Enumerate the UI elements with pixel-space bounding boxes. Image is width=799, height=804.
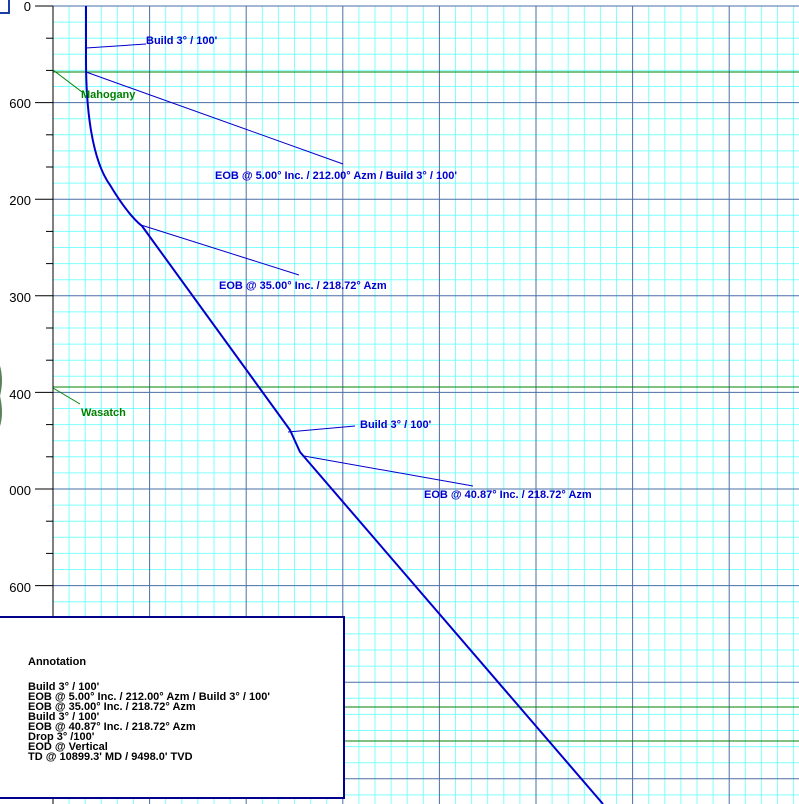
annotation-leaders xyxy=(85,43,474,487)
annotation-label: EOB @ 40.87° Inc. / 218.72° Azm xyxy=(424,489,592,501)
wellbore-trajectory xyxy=(85,6,604,804)
legend-item: TD @ 10899.3' MD / 9498.0' TVD xyxy=(28,751,193,763)
y-tick-label: 600 xyxy=(9,96,31,111)
logo-leaf-shape xyxy=(0,366,2,426)
major-grid xyxy=(53,5,799,804)
company-logo-fragment xyxy=(0,366,2,426)
y-tick-label: 300 xyxy=(9,290,31,305)
legend-item: Build 3° / 100' xyxy=(28,711,100,723)
legend-item: EOB @ 35.00° Inc. / 218.72° Azm xyxy=(28,701,196,713)
legend-item: EOB @ 40.87° Inc. / 218.72° Azm xyxy=(28,721,196,733)
corner-marker xyxy=(0,0,10,14)
legend-title: Annotation xyxy=(28,656,87,668)
annotation-label: Build 3° / 100' xyxy=(360,419,432,431)
formation-leaders xyxy=(52,69,83,405)
formation-leader xyxy=(52,69,83,93)
annotation-label: EOB @ 5.00° Inc. / 212.00° Azm / Build 3… xyxy=(215,170,457,182)
y-tick-label: 600 xyxy=(9,580,31,595)
formation-label: Wasatch xyxy=(81,407,126,419)
annotation-leader xyxy=(303,455,474,487)
annotation-label: EOB @ 35.00° Inc. / 218.72° Azm xyxy=(219,280,387,292)
legend-item: Drop 3° /100' xyxy=(28,731,95,743)
formation-label: Mahogany xyxy=(81,89,136,101)
legend-list: Build 3° / 100' EOB @ 5.00° Inc. / 212.0… xyxy=(28,681,270,763)
annotation-leader xyxy=(85,71,344,165)
legend-item: Build 3° / 100' xyxy=(28,681,100,693)
annotation-legend: Annotation Build 3° / 100' EOB @ 5.00° I… xyxy=(0,616,345,799)
y-axis-minor-ticks xyxy=(46,37,53,748)
formation-leader xyxy=(52,387,81,405)
annotation-leader xyxy=(85,43,147,49)
y-axis: 0 600 200 300 400 000 600 xyxy=(9,0,54,804)
annotation-leader xyxy=(140,224,300,276)
y-tick-label: 000 xyxy=(9,483,31,498)
legend-item: EOD @ Vertical xyxy=(28,741,108,753)
annotation-label: Build 3° / 100' xyxy=(146,35,218,47)
legend-item: EOB @ 5.00° Inc. / 212.00° Azm / Build 3… xyxy=(28,691,270,703)
y-tick-label: 200 xyxy=(9,193,31,208)
y-tick-label: 400 xyxy=(9,387,31,402)
annotation-leader xyxy=(287,425,356,433)
y-tick-label: 0 xyxy=(24,0,31,14)
